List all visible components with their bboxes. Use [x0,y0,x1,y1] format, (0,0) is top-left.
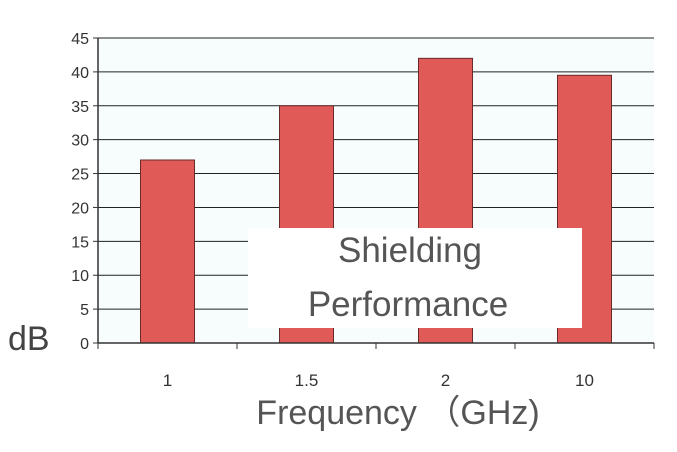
x-axis-title: Frequency （GHz) [256,394,539,432]
y-tick-label: 10 [71,268,89,285]
annotation-box [248,228,582,328]
y-tick-label: 45 [71,31,89,48]
y-tick-label: 5 [80,302,89,319]
bar [140,159,195,344]
x-tick-label: 1 [163,371,172,390]
y-tick-label: 30 [71,133,89,150]
y-tick-label: 25 [71,167,89,184]
x-axis-ticks: 1 1.5 2 10 [97,343,655,390]
annotation-line-1: Shielding [338,231,482,270]
annotation-line-2: Performance [308,285,508,324]
y-axis-ticks: 0 5 10 15 20 25 30 35 40 45 [71,31,98,353]
y-tick-label: 15 [71,234,89,251]
x-tick-label: 10 [575,371,594,390]
y-tick-label: 20 [71,200,89,217]
y-tick-label: 0 [80,336,89,353]
x-tick-label: 1.5 [295,371,319,390]
y-tick-label: 40 [71,65,89,82]
x-tick-label: 2 [441,371,450,390]
y-tick-label: 35 [71,99,89,116]
y-axis-title: dB [8,320,50,358]
